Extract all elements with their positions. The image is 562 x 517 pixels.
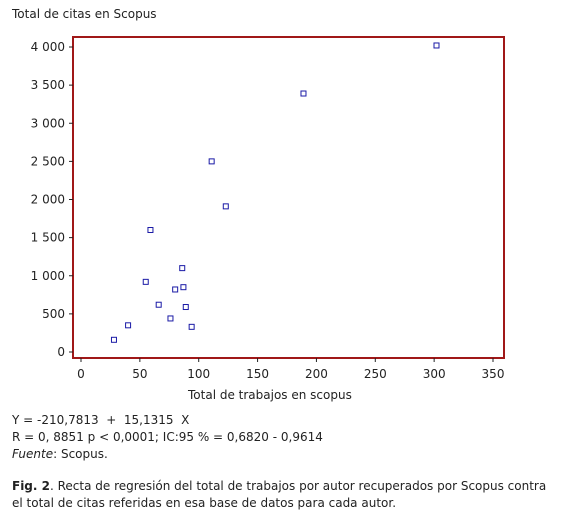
scatter-point — [208, 158, 215, 165]
plot-frame — [72, 36, 505, 359]
x-tick-label: 200 — [305, 367, 328, 381]
y-axis-ticks: 0 500 1 000 1 500 2 000 2 500 3 000 3 500 4 000 — [31, 40, 73, 359]
y-tick-label: 500 — [42, 307, 65, 321]
data-points — [110, 42, 440, 343]
x-tick-label: 350 — [482, 367, 505, 381]
regression-equation: Y = -210,7813 + 15,1315 X — [12, 413, 190, 427]
regression-stats: Y = -210,7813 + 15,1315 X R = 0, 8851 p … — [12, 412, 323, 463]
scatter-point — [125, 322, 132, 329]
x-tick-label: 300 — [423, 367, 446, 381]
figure-caption: Fig. 2. Recta de regresión del total de … — [12, 478, 557, 512]
scatter-point — [142, 278, 149, 285]
source-label: Fuente — [12, 447, 54, 461]
x-tick-label: 50 — [132, 367, 147, 381]
y-tick-label: 3 500 — [31, 78, 65, 92]
y-tick-label: 2 500 — [31, 154, 65, 168]
x-tick-label: 150 — [246, 367, 269, 381]
scatter-point — [180, 284, 187, 291]
scatter-point — [300, 90, 307, 97]
y-tick-label: 4 000 — [31, 40, 65, 54]
x-tick-label: 0 — [77, 367, 85, 381]
scatter-point — [188, 323, 195, 330]
y-tick-label: 1 500 — [31, 231, 65, 245]
x-axis-label: Total de trabajos en scopus — [187, 388, 352, 402]
x-axis-ticks: 0 50 100 150 200 250 300 350 — [77, 358, 504, 381]
scatter-point — [172, 286, 179, 293]
y-tick-label: 2 000 — [31, 193, 65, 207]
y-tick-label: 0 — [57, 345, 65, 359]
scatter-point — [110, 336, 117, 343]
y-tick-label: 1 000 — [31, 269, 65, 283]
x-tick-label: 100 — [187, 367, 210, 381]
y-axis-label: Total de citas en Scopus — [11, 7, 157, 21]
scatter-point — [222, 203, 229, 210]
scatter-point — [433, 42, 440, 49]
scatter-point — [179, 265, 186, 272]
scatter-point — [167, 315, 174, 322]
scatter-point — [147, 227, 154, 233]
source-line: Fuente: Scopus. — [12, 446, 323, 463]
scatter-point — [155, 301, 162, 308]
x-tick-label: 250 — [364, 367, 387, 381]
correlation-stats: R = 0, 8851 p < 0,0001; IC:95 % = 0,6820… — [12, 430, 323, 444]
figure-caption-text: . Recta de regresión del total de trabaj… — [12, 479, 547, 510]
figure-label: Fig. 2 — [12, 479, 50, 493]
source-value: : Scopus. — [53, 447, 108, 461]
y-tick-label: 3 000 — [31, 116, 65, 130]
scatter-point — [182, 304, 189, 311]
